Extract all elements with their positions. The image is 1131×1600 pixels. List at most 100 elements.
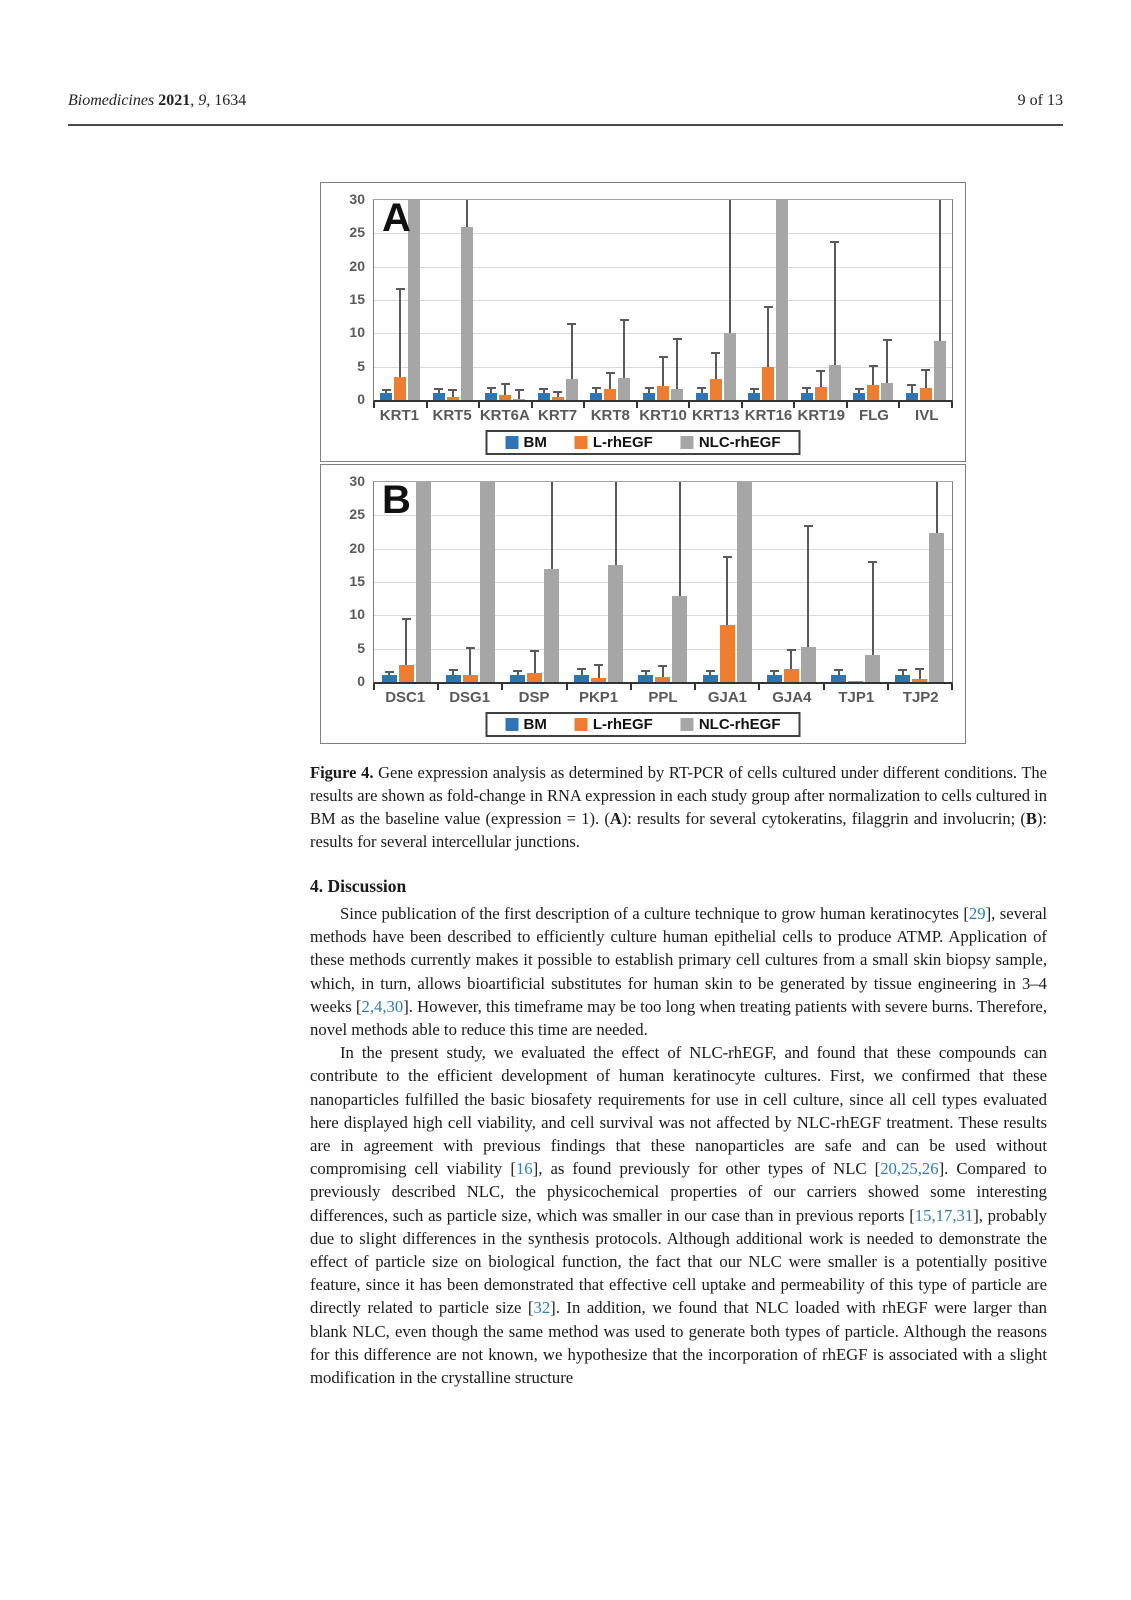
reference-link[interactable]: 20,25,26 <box>880 1159 939 1179</box>
x-axis-tick <box>898 402 901 408</box>
bar-bm <box>748 200 761 400</box>
paragraph: Since publication of the first descripti… <box>310 904 1047 1040</box>
error-bar <box>405 620 408 666</box>
gridline <box>374 300 952 301</box>
bar-nlc-rhegf <box>776 200 789 400</box>
x-axis-tick <box>740 402 743 408</box>
bar-fill <box>800 393 813 400</box>
category-label: DSC1 <box>385 689 426 706</box>
error-bar <box>469 648 472 675</box>
bar-nlc-rhegf <box>565 200 578 400</box>
bars <box>374 200 427 400</box>
category-group <box>584 200 638 408</box>
error-bar <box>580 670 583 675</box>
x-axis-tick <box>694 684 697 690</box>
bar-fill <box>544 568 560 682</box>
bar-fill <box>574 674 590 682</box>
error-bar-cap <box>591 387 601 390</box>
x-axis-tick <box>793 402 796 408</box>
error-bar-cap <box>882 338 892 341</box>
legend-label: NLC-rhEGF <box>698 716 781 733</box>
y-axis-tick-label: 15 <box>349 291 365 307</box>
bars <box>374 482 438 682</box>
bar-fill <box>527 672 543 682</box>
category-label: PKP1 <box>578 689 619 706</box>
figure-4-charts: 0 5 10 15 20 25 30 A KRT1 KRT5 KRT6A KRT7 KRT8 KRT10 K… <box>320 182 966 746</box>
error-bar <box>728 200 731 334</box>
bar-fill <box>766 675 782 682</box>
bar-fill <box>638 675 654 682</box>
bar-fill <box>814 387 827 400</box>
category-label: GJA4 <box>772 689 812 706</box>
reference-link[interactable]: 29 <box>968 904 986 923</box>
bar-fill <box>748 393 761 400</box>
bar-nlc-rhegf <box>929 482 945 682</box>
reference-link[interactable]: 2,4,30 <box>361 996 404 1016</box>
category-group <box>502 482 568 690</box>
error-bar <box>490 389 493 394</box>
bar-fill <box>672 596 688 682</box>
category-group <box>567 482 632 690</box>
error-bar-cap <box>786 648 796 651</box>
bar-fill <box>709 379 722 400</box>
error-bar <box>542 390 545 394</box>
error-bar <box>753 390 756 394</box>
bar-bm <box>537 200 550 400</box>
bar-nlc-rhegf <box>479 482 495 682</box>
bars <box>899 200 952 400</box>
error-bar-cap <box>381 388 391 391</box>
category-label: FLG <box>858 407 889 424</box>
bar-l-rhegf <box>783 482 799 682</box>
y-axis-tick-label: 0 <box>357 673 365 689</box>
bar-fill <box>933 341 946 400</box>
error-bar <box>451 391 454 397</box>
bar-nlc-rhegf <box>618 200 631 400</box>
error-bar-cap <box>448 668 458 671</box>
category-label: KRT16 <box>744 407 793 424</box>
error-bar-cap <box>802 387 812 390</box>
legend-item: BM <box>505 716 547 733</box>
legend-item: BM <box>505 434 547 451</box>
x-axis-tick <box>425 402 428 408</box>
bar-bm <box>638 482 654 682</box>
error-bar <box>570 324 573 379</box>
error-bar <box>609 374 612 389</box>
y-axis-tick-label: 30 <box>349 473 365 489</box>
category-group <box>532 200 586 408</box>
error-bar <box>662 358 664 386</box>
bar-bm <box>380 200 393 400</box>
error-bar <box>399 290 402 378</box>
category-group <box>695 482 761 690</box>
error-bar-cap <box>769 670 779 672</box>
x-axis-tick <box>886 684 889 690</box>
y-axis-tick-label: 0 <box>357 391 365 407</box>
error-bar <box>614 482 617 565</box>
bar-nlc-rhegf <box>881 200 894 400</box>
error-bar-cap <box>486 387 496 390</box>
bar-bm <box>895 482 911 682</box>
bar-l-rhegf <box>398 482 414 682</box>
y-axis-tick-label: 5 <box>357 357 365 374</box>
bar-bm <box>445 482 461 682</box>
category-group <box>888 482 953 690</box>
bar-fill <box>919 388 932 400</box>
error-bar <box>938 200 941 342</box>
bar-l-rhegf <box>867 200 880 400</box>
reference-link[interactable]: 16 <box>515 1159 533 1179</box>
bar-nlc-rhegf <box>736 482 752 682</box>
legend-label: BM <box>523 434 547 451</box>
category-group <box>847 200 901 408</box>
bar-l-rhegf <box>394 200 407 400</box>
reference-link[interactable]: 32 <box>533 1298 551 1318</box>
bar-fill <box>394 377 407 400</box>
error-bar-cap <box>539 388 549 390</box>
error-bar <box>465 200 468 227</box>
category-label: GJA1 <box>707 689 747 706</box>
category-group <box>824 482 889 690</box>
bar-fill <box>510 675 526 682</box>
bar-bm <box>702 482 718 682</box>
y-axis-tick-label: 5 <box>357 639 365 656</box>
reference-link[interactable]: 15,17,31 <box>914 1205 974 1225</box>
bars <box>637 200 690 400</box>
bar-bm <box>432 200 445 400</box>
